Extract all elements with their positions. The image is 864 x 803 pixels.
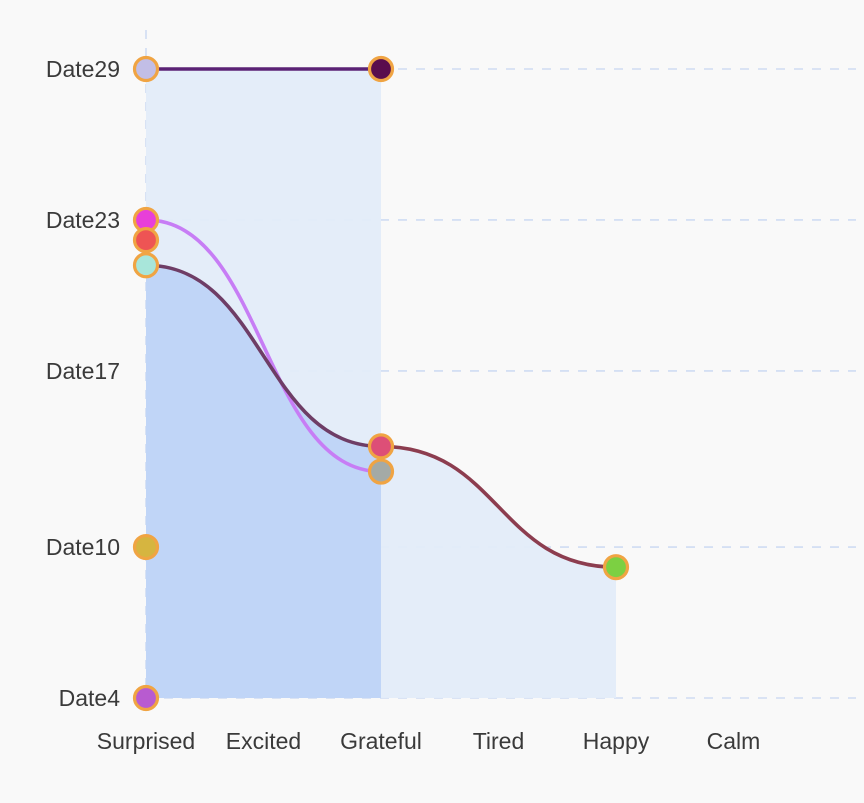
x-axis-tick-labels: Surprised Excited Grateful Tired Happy Calm [97,728,761,754]
series-lines [144,67,618,569]
y-tick-label-date10: Date10 [46,534,120,560]
y-tick-label-date29: Date29 [46,56,120,82]
x-tick-label-happy: Happy [583,728,650,754]
series-line-1 [144,218,383,474]
y-tick-label-date23: Date23 [46,207,120,233]
x-tick-label-grateful: Grateful [340,728,422,754]
x-tick-label-excited: Excited [226,728,301,754]
data-point-surprised-9[interactable] [132,684,160,712]
area-fill-1 [381,446,616,698]
x-tick-label-calm: Calm [707,728,761,754]
data-point-surprised-7[interactable] [132,533,160,561]
data-point-surprised-3[interactable] [132,226,160,254]
area-fill-2 [146,265,381,698]
data-point-happy-8[interactable] [602,554,630,581]
series-line-2 [144,263,383,449]
data-points [132,55,630,712]
data-point-grateful-1[interactable] [367,55,395,83]
y-tick-label-date17: Date17 [46,358,120,384]
x-tick-label-surprised: Surprised [97,728,195,754]
data-point-surprised-0[interactable] [132,55,160,83]
data-point-grateful-6[interactable] [367,458,395,485]
data-point-grateful-5[interactable] [367,433,395,460]
series-line-3 [379,444,618,569]
x-tick-label-tired: Tired [473,728,525,754]
area-fills [146,69,616,698]
data-point-surprised-4[interactable] [132,252,160,279]
y-axis-tick-labels: Date4 Date10 Date17 Date23 Date29 [46,56,120,711]
y-tick-label-date4: Date4 [59,685,121,711]
